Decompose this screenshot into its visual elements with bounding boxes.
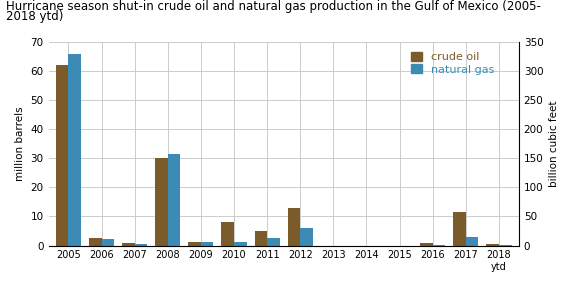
Text: 2018 ytd): 2018 ytd) — [6, 10, 63, 23]
Bar — [486, 244, 499, 246]
Bar — [300, 228, 313, 246]
Bar — [135, 244, 148, 246]
Bar — [201, 242, 214, 246]
Bar — [168, 154, 180, 246]
Bar — [254, 231, 267, 246]
Bar — [122, 243, 135, 246]
Bar — [267, 238, 280, 246]
Y-axis label: billion cubic feet: billion cubic feet — [549, 100, 559, 187]
Bar — [499, 245, 511, 246]
Bar — [222, 222, 234, 246]
Bar — [466, 237, 478, 246]
Text: Hurricane season shut-in crude oil and natural gas production in the Gulf of Mex: Hurricane season shut-in crude oil and n… — [6, 0, 541, 13]
Bar — [56, 65, 68, 246]
Bar — [234, 242, 247, 246]
Bar — [288, 208, 300, 246]
Bar — [433, 245, 445, 246]
Legend: crude oil, natural gas: crude oil, natural gas — [407, 48, 499, 79]
Bar — [453, 212, 466, 246]
Y-axis label: million barrels: million barrels — [15, 106, 25, 181]
Bar — [89, 238, 102, 246]
Bar — [102, 238, 114, 246]
Bar — [68, 54, 81, 246]
Bar — [420, 243, 433, 246]
Bar — [188, 242, 201, 246]
Bar — [155, 158, 168, 246]
